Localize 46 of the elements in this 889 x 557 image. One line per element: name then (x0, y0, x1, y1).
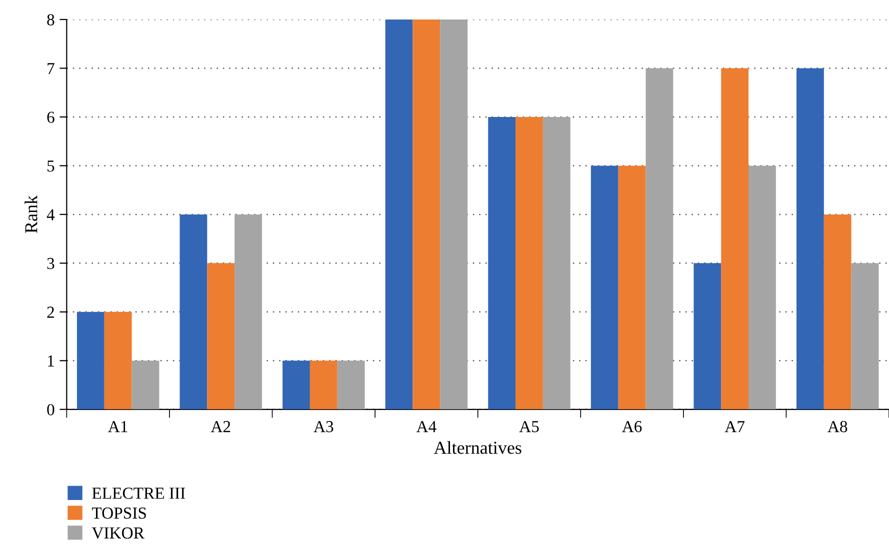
x-tick-label: A3 (314, 421, 334, 432)
bar (337, 360, 365, 410)
bar (824, 214, 852, 410)
bar (207, 263, 235, 410)
bar (76, 312, 104, 410)
bar (412, 19, 440, 410)
x-tick-label: A1 (108, 421, 128, 432)
y-tick-label: 8 (47, 14, 54, 26)
bar (282, 360, 310, 410)
bar (646, 68, 674, 410)
bar (721, 68, 749, 410)
legend-label: ELECTRE III (92, 488, 186, 499)
legend-label: VIKOR (92, 527, 144, 539)
bar (796, 68, 824, 410)
x-axis-title: Alternatives (434, 441, 522, 454)
y-tick-label: 5 (48, 160, 54, 172)
bar (516, 116, 543, 410)
y-tick-label: 2 (47, 306, 54, 318)
bar (488, 116, 516, 410)
bar (180, 214, 208, 410)
bar (104, 312, 132, 410)
y-axis-title: Rank (24, 195, 38, 233)
x-tick-label: A6 (622, 421, 642, 432)
x-tick-label: A4 (416, 421, 436, 432)
y-tick-label: 6 (47, 112, 54, 123)
x-tick-label: A8 (828, 420, 848, 432)
bar (542, 116, 570, 410)
legend-label: TOPSIS (92, 508, 146, 519)
bar (234, 214, 262, 410)
bar (385, 19, 413, 410)
bar (851, 263, 879, 410)
x-tick-label: A5 (519, 421, 539, 432)
y-tick-label: 3 (47, 258, 54, 270)
y-tick-label: 0 (47, 404, 54, 416)
bar (440, 19, 468, 410)
bar (310, 360, 338, 410)
y-tick-label: 4 (46, 209, 55, 220)
x-tick-label: A2 (210, 421, 230, 432)
y-tick-label: 1 (48, 355, 54, 366)
bar (748, 166, 776, 410)
bar (132, 360, 160, 410)
bar (694, 263, 722, 410)
bar (590, 166, 618, 410)
x-tick-label: A7 (724, 421, 745, 432)
bar (618, 166, 646, 410)
y-tick-label: 7 (48, 63, 54, 74)
